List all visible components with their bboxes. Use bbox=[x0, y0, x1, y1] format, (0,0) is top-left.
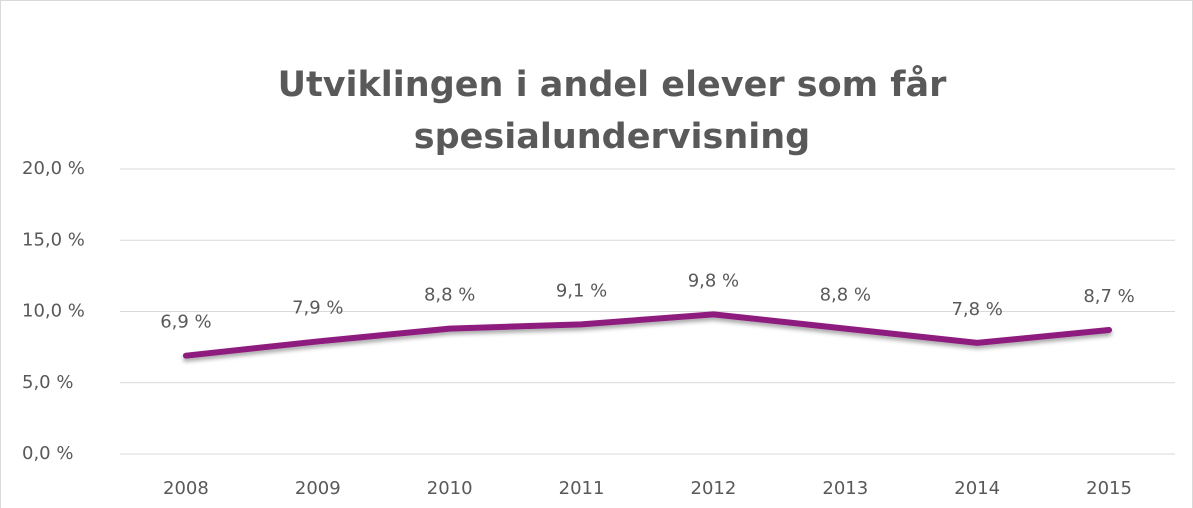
chart-title: Utviklingen i andel elever som får bbox=[278, 64, 948, 105]
data-label: 7,9 % bbox=[292, 297, 343, 318]
data-label: 6,9 % bbox=[160, 312, 211, 333]
x-tick-label: 2013 bbox=[822, 478, 868, 499]
y-tick-label: 10,0 % bbox=[22, 301, 85, 322]
y-tick-label: 0,0 % bbox=[22, 443, 73, 464]
y-tick-label: 5,0 % bbox=[22, 372, 73, 393]
data-label: 9,8 % bbox=[688, 270, 739, 291]
y-tick-label: 20,0 % bbox=[22, 158, 85, 179]
x-tick-label: 2012 bbox=[691, 478, 737, 499]
data-label: 8,8 % bbox=[820, 285, 871, 306]
data-label: 9,1 % bbox=[556, 280, 607, 301]
x-tick-label: 2009 bbox=[295, 478, 341, 499]
x-tick-label: 2010 bbox=[427, 478, 473, 499]
x-tick-label: 2015 bbox=[1086, 478, 1132, 499]
data-label: 8,8 % bbox=[424, 285, 475, 306]
data-label: 7,8 % bbox=[951, 299, 1002, 320]
x-tick-label: 2014 bbox=[954, 478, 1000, 499]
x-tick-label: 2011 bbox=[559, 478, 605, 499]
x-tick-label: 2008 bbox=[163, 478, 209, 499]
data-line bbox=[182, 311, 1113, 359]
chart-title: spesialundervisning bbox=[414, 117, 810, 157]
data-label: 8,7 % bbox=[1083, 286, 1134, 307]
y-tick-label: 15,0 % bbox=[22, 229, 85, 250]
